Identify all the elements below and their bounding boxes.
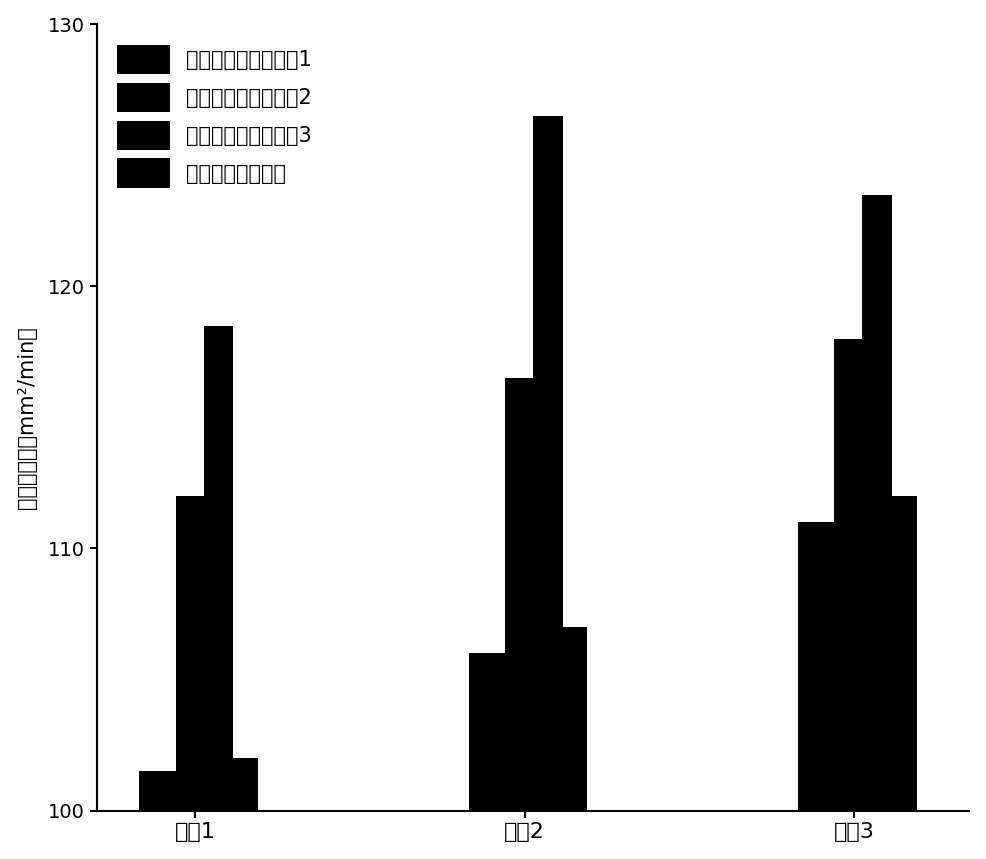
Bar <box>863 194 892 811</box>
Bar <box>533 116 563 811</box>
Bar <box>139 771 212 811</box>
Bar <box>505 378 551 811</box>
Legend: 能量非均匀分布形式1, 能量非均匀分布形式2, 能量非均匀分布形式3, 能量均匀分布形式: 能量非均匀分布形式1, 能量非均匀分布形式2, 能量非均匀分布形式3, 能量均匀… <box>107 34 322 198</box>
Bar <box>176 496 222 811</box>
Y-axis label: 加工效率／（mm²/min）: 加工效率／（mm²/min） <box>17 326 36 509</box>
Bar <box>468 653 541 811</box>
Bar <box>798 522 871 811</box>
Bar <box>204 326 234 811</box>
Bar <box>198 758 258 811</box>
Bar <box>858 496 917 811</box>
Bar <box>528 627 588 811</box>
Bar <box>834 338 880 811</box>
